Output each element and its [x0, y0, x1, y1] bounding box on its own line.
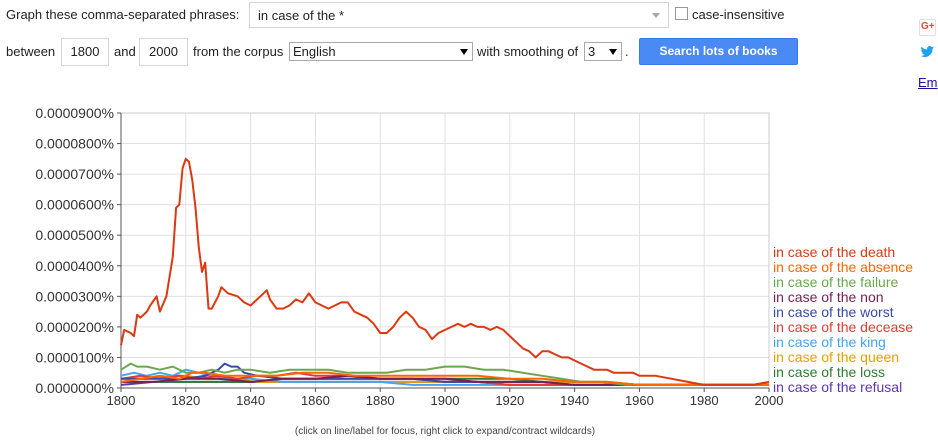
y-tick-label: 0.0000400%: [35, 258, 114, 274]
chart-footnote: (click on line/label for focus, right cl…: [294, 426, 596, 437]
and-label: and: [114, 44, 136, 59]
x-tick-label: 1960: [625, 393, 654, 408]
legend-in-case-of-the-king[interactable]: in case of the king: [773, 334, 886, 350]
corpus-label: from the corpus: [193, 44, 284, 59]
x-tick-label: 1840: [236, 393, 265, 408]
phrase-input-value: in case of the *: [258, 8, 344, 23]
period-label: .: [625, 44, 629, 59]
y-tick-label: 0.0000000%: [35, 380, 114, 396]
y-tick-label: 0.0000600%: [35, 197, 114, 213]
legend-in-case-of-the-non[interactable]: in case of the non: [773, 289, 884, 305]
x-tick-label: 1940: [560, 393, 589, 408]
legend-in-case-of-the-refusal[interactable]: in case of the refusal: [773, 379, 902, 395]
dropdown-arrow-icon: [460, 49, 468, 55]
y-tick-label: 0.0000500%: [35, 227, 114, 243]
x-tick-label: 2000: [755, 393, 784, 408]
twitter-icon[interactable]: [919, 43, 936, 60]
legend-in-case-of-the-worst[interactable]: in case of the worst: [773, 304, 894, 320]
legend-in-case-of-the-failure[interactable]: in case of the failure: [773, 274, 899, 290]
y-tick-label: 0.0000100%: [35, 349, 114, 365]
chart-axes: 0.0000000% 0.0000100% 0.0000200% 0.0000300%…: [35, 105, 783, 408]
case-insensitive-checkbox[interactable]: [675, 7, 688, 20]
x-tick-label: 1860: [301, 393, 330, 408]
y-tick-label: 0.0000300%: [35, 288, 114, 304]
chart-lines: [120, 157, 770, 386]
phrase-input[interactable]: in case of the *: [249, 2, 669, 28]
smoothing-label: with smoothing of: [477, 44, 579, 59]
end-year-input[interactable]: 2000: [139, 38, 188, 66]
x-tick-label: 1900: [431, 393, 460, 408]
legend-in-case-of-the-loss[interactable]: in case of the loss: [773, 364, 885, 380]
embed-link[interactable]: Em: [918, 75, 938, 90]
legend-in-case-of-the-queen[interactable]: in case of the queen: [773, 349, 899, 365]
series-line-in-case-of-the-death[interactable]: [120, 157, 770, 386]
google-plus-icon[interactable]: G+: [919, 19, 936, 36]
chart-grid: [120, 112, 770, 389]
series-line-in-case-of-the-absence[interactable]: [120, 371, 769, 386]
corpus-select[interactable]: English: [289, 42, 473, 61]
y-tick-label: 0.0000200%: [35, 319, 114, 335]
twitter-bird-icon: [919, 43, 936, 60]
search-books-button[interactable]: Search lots of books: [639, 38, 798, 65]
corpus-select-value: English: [293, 44, 336, 59]
x-tick-label: 1820: [171, 393, 200, 408]
x-tick-label: 1920: [495, 393, 524, 408]
legend-in-case-of-the-decease[interactable]: in case of the decease: [773, 319, 913, 335]
legend-in-case-of-the-absence[interactable]: in case of the absence: [773, 259, 913, 275]
case-insensitive-label: case-insensitive: [692, 7, 785, 22]
dropdown-arrow-icon: [609, 49, 617, 55]
x-tick-label: 1980: [690, 393, 719, 408]
y-tick-label: 0.0000700%: [35, 166, 114, 182]
x-tick-label: 1880: [366, 393, 395, 408]
x-tick-label: 1800: [107, 393, 136, 408]
series-line-in-case-of-the-king[interactable]: [120, 368, 769, 386]
chevron-down-icon[interactable]: [652, 13, 660, 18]
graph-phrases-label: Graph these comma-separated phrases:: [6, 7, 240, 22]
legend-in-case-of-the-death[interactable]: in case of the death: [773, 244, 895, 260]
smoothing-select[interactable]: 3: [584, 42, 622, 61]
smoothing-select-value: 3: [588, 44, 596, 59]
y-tick-label: 0.0000800%: [35, 136, 114, 152]
between-label: between: [6, 44, 56, 59]
start-year-input[interactable]: 1800: [61, 38, 109, 66]
y-tick-label: 0.0000900%: [35, 105, 114, 121]
series-line-in-case-of-the-non[interactable]: [121, 374, 769, 386]
